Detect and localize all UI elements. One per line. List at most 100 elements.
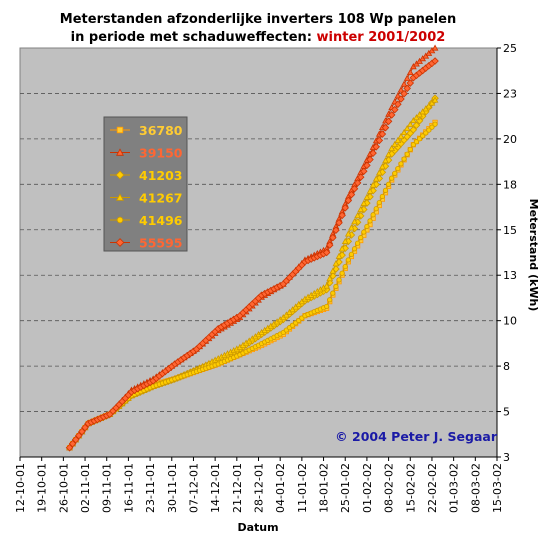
data-point	[324, 303, 330, 310]
data-point	[398, 161, 404, 167]
y-tick-label: 25	[503, 42, 517, 55]
data-point	[394, 100, 402, 109]
data-point	[81, 423, 89, 432]
data-point	[385, 181, 392, 187]
data-point	[355, 240, 361, 246]
x-tick-label: 08-03-02	[469, 463, 482, 513]
x-tick-label: 11-01-02	[296, 463, 309, 513]
x-axis-title: Datum	[237, 521, 278, 534]
data-point	[332, 260, 340, 267]
data-point	[400, 128, 408, 136]
copyright-text: © 2004 Peter J. Segaar	[335, 429, 498, 444]
legend-box	[103, 116, 188, 252]
data-point	[401, 156, 407, 162]
data-point	[409, 126, 418, 134]
legend-swatch-marker	[116, 216, 124, 224]
data-point	[394, 136, 402, 144]
x-tick-label: 15-03-02	[491, 463, 504, 513]
data-point	[372, 175, 380, 182]
data-point	[406, 120, 414, 128]
data-point	[422, 105, 430, 112]
x-tick-label: 15-02-02	[404, 463, 417, 513]
data-point	[378, 130, 387, 138]
data-point	[335, 218, 343, 227]
data-point	[342, 263, 348, 270]
x-tick-label: 14-12-01	[209, 463, 222, 513]
data-point	[392, 170, 398, 176]
x-tick-label: 18-01-02	[318, 463, 331, 513]
data-point	[379, 193, 385, 200]
data-point	[397, 95, 405, 103]
y-tick-label: 23	[503, 87, 517, 100]
data-point	[330, 290, 336, 296]
data-point	[391, 140, 399, 148]
data-point	[65, 443, 74, 452]
x-tick-label: 28-12-01	[253, 463, 266, 513]
data-point	[358, 235, 364, 241]
data-point	[373, 206, 379, 212]
data-point	[341, 237, 349, 244]
data-point	[75, 431, 83, 440]
data-point	[364, 223, 370, 230]
data-point	[432, 121, 438, 127]
data-point	[397, 132, 405, 140]
x-tick-label: 30-11-01	[166, 463, 179, 513]
data-point	[366, 187, 374, 194]
chart-title-line1: Meterstanden afzonderlijke inverters 108…	[60, 12, 456, 27]
data-point	[403, 124, 411, 132]
data-point	[344, 230, 352, 237]
data-point	[382, 187, 389, 193]
data-point	[344, 196, 353, 205]
legend-label: 41496	[139, 213, 183, 228]
data-point	[412, 121, 421, 130]
x-tick-label: 21-12-01	[231, 463, 244, 513]
data-point	[431, 44, 439, 51]
legend-label: 36780	[139, 123, 183, 138]
data-point	[376, 199, 382, 206]
data-point	[360, 167, 368, 175]
data-point	[348, 224, 355, 231]
data-point	[429, 124, 435, 130]
data-point	[356, 173, 365, 181]
data-point	[384, 117, 393, 126]
data-point	[348, 251, 355, 257]
data-point	[68, 439, 77, 448]
data-point	[400, 80, 408, 87]
data-point	[357, 205, 365, 213]
x-tick-label: 01-03-02	[448, 463, 461, 513]
data-point	[431, 57, 439, 65]
x-tick-label: 12-10-01	[14, 463, 27, 513]
data-point	[327, 297, 333, 303]
data-point	[395, 165, 401, 172]
x-tick-label: 26-10-01	[57, 463, 70, 513]
x-tick-label: 25-01-02	[339, 463, 352, 513]
data-point	[78, 427, 86, 436]
y-tick-label: 20	[503, 133, 517, 146]
data-point	[375, 136, 384, 145]
legend-label: 41203	[139, 168, 183, 183]
data-point	[361, 229, 367, 235]
x-tick-label: 09-11-01	[101, 463, 114, 513]
data-point	[419, 108, 427, 115]
data-point	[335, 252, 343, 259]
data-point	[394, 92, 402, 99]
data-point	[366, 155, 374, 164]
data-point	[345, 257, 351, 263]
data-point	[416, 136, 423, 142]
data-point	[360, 199, 368, 206]
legend-label: 39150	[139, 146, 183, 161]
data-point	[425, 102, 433, 109]
data-point	[404, 151, 410, 157]
legend-swatch-marker	[115, 238, 125, 247]
data-point	[375, 169, 383, 176]
data-point	[351, 246, 358, 252]
data-point	[325, 241, 334, 249]
data-point	[413, 139, 420, 145]
x-tick-label: 19-10-01	[36, 463, 49, 513]
y-tick-label: 5	[503, 406, 510, 419]
data-point	[322, 248, 331, 257]
data-point	[379, 163, 386, 170]
data-point	[387, 111, 396, 119]
data-point	[372, 143, 380, 151]
data-point	[338, 211, 346, 220]
